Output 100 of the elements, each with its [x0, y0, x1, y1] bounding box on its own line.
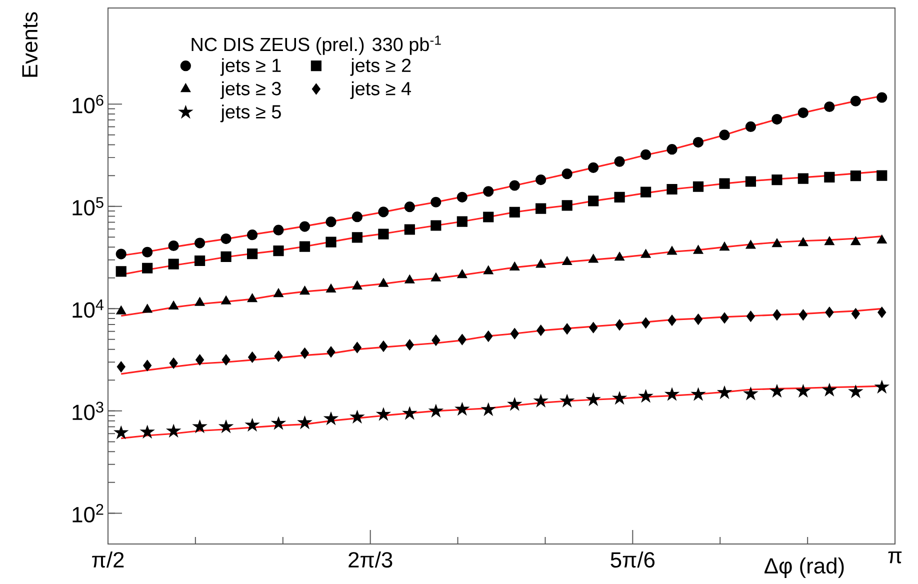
- legend-label: jets ≥ 3: [220, 81, 281, 100]
- point: [534, 395, 547, 406]
- y-tick-label: 10$^{2}$: [72, 504, 104, 522]
- point: [692, 137, 704, 148]
- point: [772, 114, 782, 125]
- point: [194, 420, 206, 432]
- y-axis-title: Events: [22, 12, 38, 77]
- point: [248, 352, 256, 363]
- point: [246, 230, 258, 240]
- point: [484, 330, 493, 342]
- point: [430, 405, 442, 416]
- point: [667, 246, 677, 255]
- point: [299, 241, 310, 252]
- point: [510, 262, 520, 270]
- point: [876, 92, 888, 103]
- point: [405, 340, 414, 350]
- point: [116, 248, 126, 260]
- point: [326, 216, 336, 228]
- point: [536, 174, 546, 186]
- point: [378, 206, 389, 218]
- point: [273, 245, 284, 256]
- point: [850, 96, 861, 106]
- point: [587, 394, 600, 405]
- point: [458, 334, 466, 345]
- point: [142, 262, 153, 274]
- x-axis-title: Δφ (rad): [764, 558, 844, 578]
- point: [876, 170, 888, 181]
- point: [640, 149, 652, 160]
- point: [430, 220, 442, 231]
- point: [798, 107, 808, 118]
- point: [221, 296, 231, 304]
- point: [430, 196, 442, 208]
- point: [850, 386, 862, 397]
- point: [772, 310, 782, 320]
- point: [614, 156, 625, 167]
- point: [482, 404, 494, 415]
- point: [168, 240, 179, 252]
- point: [694, 314, 702, 325]
- point: [378, 228, 389, 240]
- point: [746, 240, 756, 249]
- point: [668, 315, 676, 326]
- point: [194, 238, 206, 248]
- point: [196, 354, 204, 366]
- point: [562, 256, 572, 266]
- point: [588, 162, 599, 173]
- point: [456, 403, 468, 414]
- point: [352, 212, 363, 222]
- point: [248, 294, 257, 302]
- y-tick-label: 10$^{6}$: [72, 94, 104, 114]
- point: [666, 144, 678, 155]
- point: [142, 246, 153, 258]
- point: [509, 180, 520, 191]
- point: [326, 236, 336, 248]
- point: [431, 273, 441, 282]
- point: [772, 238, 782, 248]
- point: [561, 395, 574, 406]
- point: [850, 236, 860, 246]
- point: [456, 216, 468, 227]
- point: [116, 306, 126, 314]
- x-tick-label: π/2: [92, 552, 124, 568]
- y-tick-label: 10$^{5}$: [72, 197, 104, 216]
- point: [852, 308, 860, 319]
- point: [536, 259, 546, 268]
- point: [588, 254, 598, 263]
- point: [168, 258, 179, 270]
- point: [298, 416, 311, 428]
- point: [797, 385, 810, 396]
- point: [878, 307, 886, 318]
- point: [404, 275, 414, 284]
- point: [877, 235, 887, 244]
- point: [772, 174, 782, 186]
- legend-label: jets ≥ 1: [220, 58, 281, 76]
- legend-label: jets ≥ 2: [350, 58, 411, 76]
- x-tick-label: 5π/6: [610, 552, 655, 568]
- point: [562, 324, 572, 334]
- point: [404, 408, 416, 419]
- point: [720, 242, 730, 251]
- point: [484, 266, 494, 274]
- x-tick-label: 2π/3: [348, 552, 392, 568]
- y-tick-label: 10$^{4}$: [72, 300, 104, 318]
- point: [457, 270, 467, 278]
- point: [694, 245, 703, 254]
- point: [798, 310, 808, 320]
- point: [246, 248, 258, 260]
- point: [299, 221, 310, 232]
- point: [719, 178, 730, 189]
- point: [746, 311, 755, 322]
- point: [141, 426, 154, 438]
- point: [378, 278, 388, 287]
- point: [246, 419, 258, 430]
- point: [536, 203, 546, 214]
- point: [115, 426, 128, 438]
- point: [798, 238, 808, 246]
- point: [562, 200, 572, 211]
- point: [168, 425, 180, 436]
- point: [536, 325, 546, 336]
- point: [589, 322, 598, 333]
- point: [720, 312, 729, 324]
- legend-label: jets ≥ 4: [350, 81, 411, 100]
- y-tick-label: 10$^{3}$: [72, 402, 104, 420]
